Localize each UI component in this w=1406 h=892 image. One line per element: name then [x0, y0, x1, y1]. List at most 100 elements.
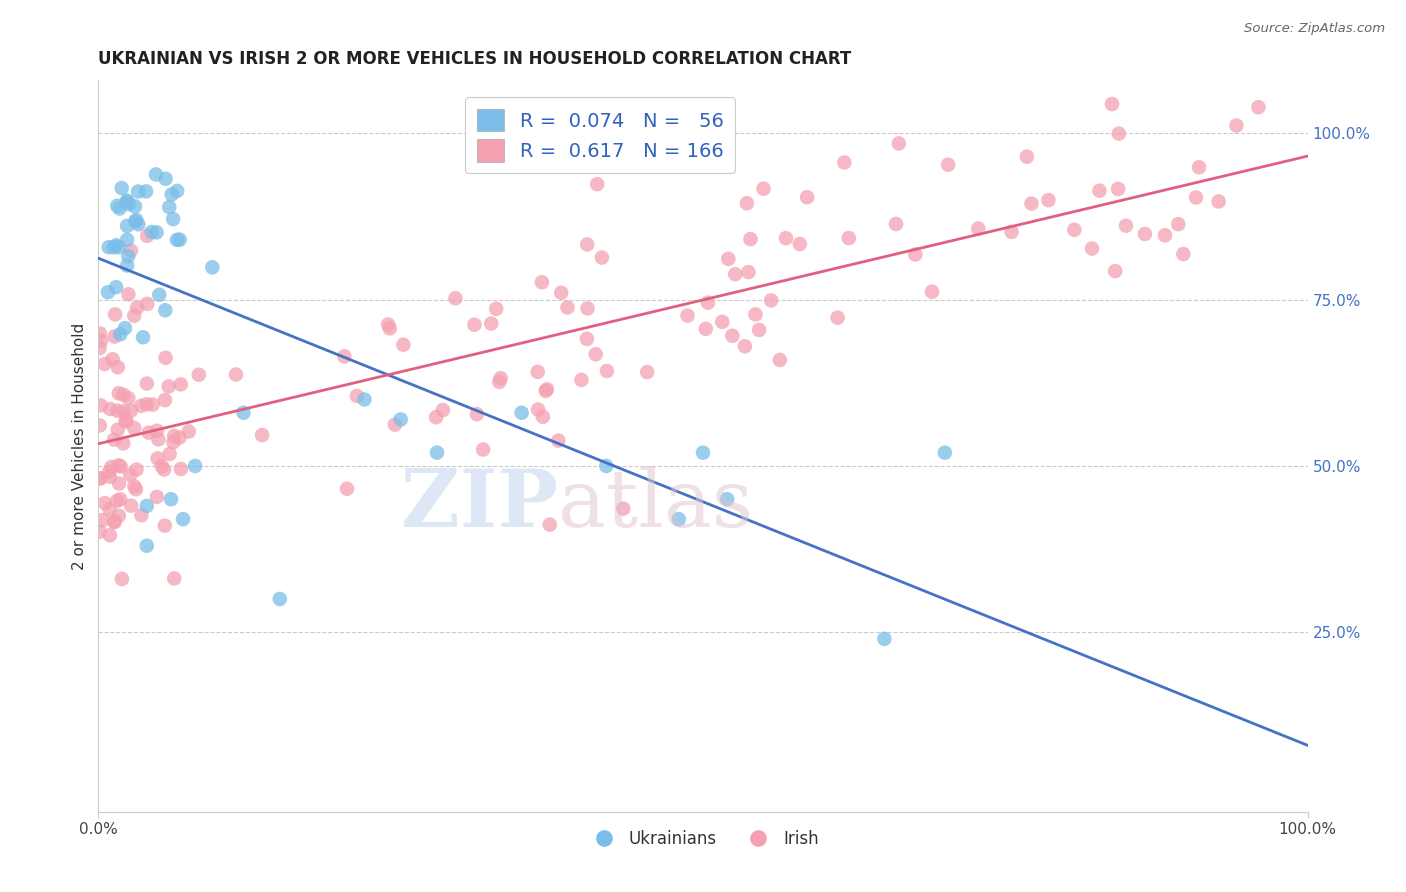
Point: [112, 387, 135, 401]
Point: [125, 462, 148, 476]
Point: [103, 433, 125, 447]
Point: [107, 404, 129, 418]
Point: [100, 459, 122, 474]
Point: [117, 287, 139, 301]
Point: [141, 225, 163, 239]
Point: [591, 251, 613, 265]
Point: [115, 414, 138, 428]
Point: [148, 287, 170, 301]
Point: [91, 513, 114, 527]
Point: [465, 407, 488, 421]
Point: [101, 352, 124, 367]
Point: [884, 217, 907, 231]
Point: [184, 458, 207, 473]
Point: [169, 431, 191, 445]
Point: [162, 212, 184, 227]
Point: [536, 382, 558, 396]
Text: ZIP: ZIP: [401, 466, 558, 543]
Point: [384, 417, 406, 432]
Point: [115, 259, 138, 273]
Point: [377, 318, 399, 332]
Point: [1115, 219, 1137, 233]
Point: [89, 341, 111, 355]
Point: [97, 240, 120, 254]
Point: [887, 136, 910, 151]
Point: [735, 196, 758, 211]
Point: [98, 469, 121, 483]
Point: [269, 591, 291, 606]
Point: [93, 357, 115, 371]
Point: [759, 293, 782, 308]
Point: [547, 434, 569, 448]
Point: [177, 425, 200, 439]
Point: [571, 373, 593, 387]
Point: [172, 512, 194, 526]
Point: [146, 451, 169, 466]
Point: [127, 217, 149, 231]
Point: [586, 177, 609, 191]
Point: [488, 375, 510, 389]
Point: [112, 436, 135, 450]
Point: [737, 265, 759, 279]
Point: [90, 399, 112, 413]
Point: [114, 321, 136, 335]
Point: [125, 483, 148, 497]
Point: [105, 493, 128, 508]
Point: [98, 401, 121, 416]
Text: Source: ZipAtlas.com: Source: ZipAtlas.com: [1244, 22, 1385, 36]
Point: [108, 476, 131, 491]
Point: [115, 219, 138, 233]
Point: [538, 517, 561, 532]
Point: [153, 393, 176, 408]
Point: [510, 406, 533, 420]
Point: [775, 231, 797, 245]
Point: [527, 402, 550, 417]
Point: [717, 252, 740, 266]
Point: [98, 502, 121, 516]
Point: [124, 199, 146, 213]
Point: [112, 404, 135, 418]
Point: [734, 339, 756, 353]
Point: [873, 632, 896, 646]
Point: [135, 539, 157, 553]
Point: [697, 295, 720, 310]
Point: [444, 291, 467, 305]
Point: [142, 398, 165, 412]
Point: [1088, 184, 1111, 198]
Point: [108, 202, 131, 216]
Point: [166, 184, 188, 198]
Point: [479, 317, 502, 331]
Text: UKRAINIAN VS IRISH 2 OR MORE VEHICLES IN HOUSEHOLD CORRELATION CHART: UKRAINIAN VS IRISH 2 OR MORE VEHICLES IN…: [98, 50, 852, 68]
Point: [124, 479, 146, 493]
Point: [169, 233, 191, 247]
Point: [89, 326, 111, 341]
Legend: Ukrainians, Irish: Ukrainians, Irish: [581, 823, 825, 855]
Point: [107, 386, 129, 401]
Y-axis label: 2 or more Vehicles in Household: 2 or more Vehicles in Household: [72, 322, 87, 570]
Point: [103, 240, 125, 254]
Point: [612, 501, 634, 516]
Point: [769, 353, 792, 368]
Point: [250, 428, 273, 442]
Point: [163, 571, 186, 585]
Point: [120, 244, 142, 258]
Point: [110, 327, 132, 342]
Point: [111, 181, 134, 195]
Point: [1021, 196, 1043, 211]
Point: [170, 462, 193, 476]
Point: [136, 297, 159, 311]
Point: [146, 424, 169, 438]
Point: [336, 482, 359, 496]
Point: [740, 232, 762, 246]
Point: [936, 158, 959, 172]
Point: [1154, 228, 1177, 243]
Point: [1038, 193, 1060, 207]
Point: [1081, 242, 1104, 256]
Point: [721, 328, 744, 343]
Point: [668, 512, 690, 526]
Point: [105, 199, 128, 213]
Point: [1173, 247, 1195, 261]
Point: [136, 228, 159, 243]
Point: [378, 321, 401, 335]
Point: [94, 496, 117, 510]
